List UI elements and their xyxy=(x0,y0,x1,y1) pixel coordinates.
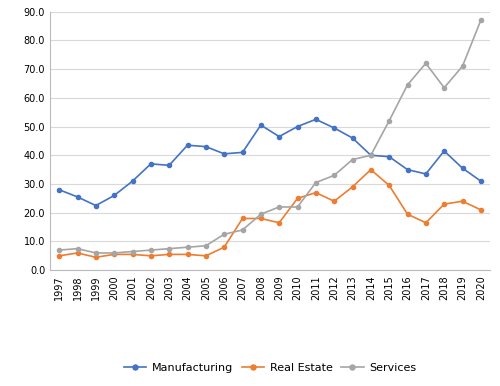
Services xyxy=(130,249,136,254)
Manufacturing xyxy=(423,172,429,176)
Real Estate xyxy=(294,196,300,201)
Manufacturing xyxy=(74,195,80,199)
Manufacturing xyxy=(294,124,300,129)
Manufacturing xyxy=(404,167,410,172)
Real Estate xyxy=(478,208,484,212)
Manufacturing xyxy=(166,163,172,168)
Services xyxy=(221,232,227,237)
Real Estate xyxy=(130,252,136,257)
Manufacturing xyxy=(258,123,264,127)
Real Estate xyxy=(276,220,282,225)
Line: Real Estate: Real Estate xyxy=(57,168,483,259)
Services xyxy=(111,251,117,255)
Services xyxy=(478,18,484,22)
Manufacturing xyxy=(386,154,392,159)
Manufacturing xyxy=(148,162,154,166)
Manufacturing xyxy=(350,136,356,141)
Real Estate xyxy=(184,252,190,257)
Manufacturing xyxy=(460,166,466,171)
Legend: Manufacturing, Real Estate, Services: Manufacturing, Real Estate, Services xyxy=(120,359,420,378)
Services xyxy=(460,64,466,68)
Real Estate xyxy=(221,245,227,249)
Manufacturing xyxy=(184,143,190,147)
Real Estate xyxy=(56,254,62,258)
Manufacturing xyxy=(56,188,62,192)
Manufacturing xyxy=(313,117,319,122)
Real Estate xyxy=(423,220,429,225)
Real Estate xyxy=(404,212,410,217)
Real Estate xyxy=(258,216,264,221)
Line: Services: Services xyxy=(57,18,483,255)
Manufacturing xyxy=(130,179,136,183)
Manufacturing xyxy=(203,144,209,149)
Services xyxy=(93,251,99,255)
Real Estate xyxy=(460,199,466,203)
Manufacturing xyxy=(331,125,337,130)
Services xyxy=(404,83,410,87)
Manufacturing xyxy=(221,151,227,156)
Real Estate xyxy=(111,252,117,257)
Services xyxy=(441,85,447,90)
Real Estate xyxy=(331,199,337,203)
Real Estate xyxy=(368,167,374,172)
Services xyxy=(148,248,154,252)
Real Estate xyxy=(93,255,99,259)
Real Estate xyxy=(386,183,392,188)
Services xyxy=(258,212,264,217)
Real Estate xyxy=(74,251,80,255)
Real Estate xyxy=(441,202,447,207)
Services xyxy=(331,173,337,178)
Real Estate xyxy=(350,185,356,189)
Services xyxy=(166,246,172,251)
Services xyxy=(423,61,429,66)
Services xyxy=(350,157,356,162)
Services xyxy=(184,245,190,249)
Real Estate xyxy=(166,252,172,257)
Services xyxy=(56,248,62,252)
Services xyxy=(294,205,300,209)
Manufacturing xyxy=(368,153,374,157)
Real Estate xyxy=(148,254,154,258)
Manufacturing xyxy=(441,149,447,153)
Services xyxy=(203,244,209,248)
Services xyxy=(313,180,319,185)
Manufacturing xyxy=(276,134,282,139)
Manufacturing xyxy=(111,193,117,198)
Real Estate xyxy=(240,216,246,221)
Manufacturing xyxy=(478,179,484,183)
Manufacturing xyxy=(93,203,99,208)
Real Estate xyxy=(203,254,209,258)
Services xyxy=(276,205,282,209)
Services xyxy=(74,246,80,251)
Services xyxy=(368,153,374,157)
Line: Manufacturing: Manufacturing xyxy=(57,117,483,208)
Real Estate xyxy=(313,190,319,195)
Services xyxy=(240,228,246,232)
Manufacturing xyxy=(240,150,246,155)
Services xyxy=(386,119,392,123)
